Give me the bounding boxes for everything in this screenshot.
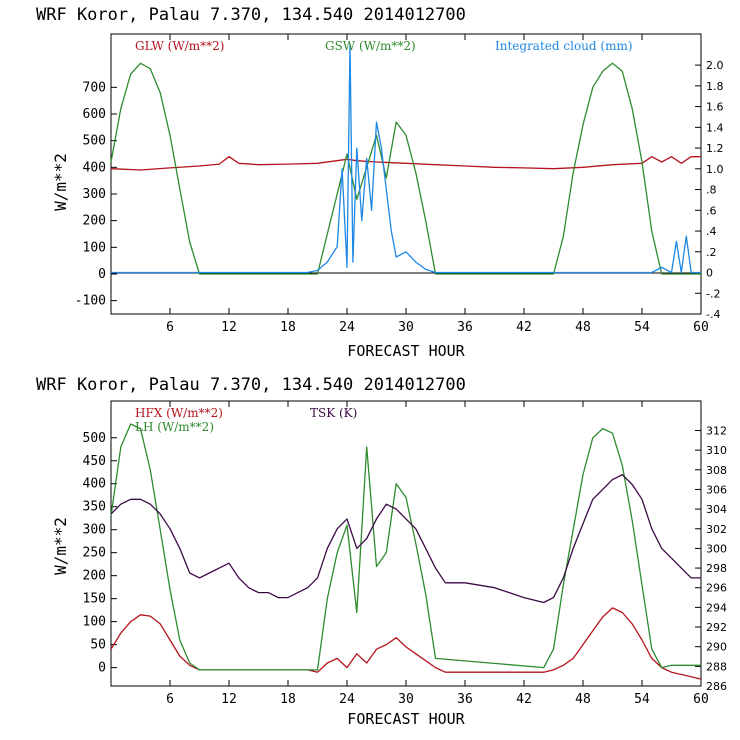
y-tick-label: 400 <box>83 477 106 492</box>
series-line-integrated <box>111 43 701 274</box>
series-line-lh <box>110 423 701 671</box>
y2-tick-label: 1.6 <box>706 101 724 114</box>
x-tick-label: 30 <box>398 320 414 335</box>
y2-tick-label: 1.2 <box>706 142 724 155</box>
x-tick-label: 6 <box>166 320 174 335</box>
y-tick-label: -100 <box>75 294 106 309</box>
y2-tick-label: 308 <box>706 464 727 477</box>
y2-tick-label: 310 <box>706 444 727 457</box>
y2-tick-label: -.4 <box>706 308 720 321</box>
chart-title-top: WRF Koror, Palau 7.370, 134.540 20140127… <box>36 5 466 25</box>
legend-gsw: GSW (W/m**2) <box>325 39 416 53</box>
y-tick-label: 100 <box>83 240 106 255</box>
x-tick-label: 48 <box>575 320 591 335</box>
y-tick-label: 200 <box>83 569 106 584</box>
y-tick-label: 150 <box>83 592 106 607</box>
axis-ticks-bottom: 6 12 18 24 30 36 42 48 54 60 0 50 100 150 200 250 300 350… <box>83 401 727 707</box>
legend-hfx: HFX (W/m**2) <box>135 406 223 420</box>
y-tick-label: 0 <box>98 661 106 676</box>
x-axis-label-top: FORECAST HOUR <box>347 342 465 360</box>
y-tick-label: 300 <box>83 523 106 538</box>
y2-tick-label: 294 <box>706 601 727 614</box>
axis-ticks-top: 6 12 18 24 30 36 42 48 54 60 -100 0 100 200 300 400 500 6… <box>75 34 724 335</box>
y-tick-label: 100 <box>83 615 106 630</box>
y2-tick-label: 0 <box>706 267 713 280</box>
y-tick-label: 50 <box>90 638 106 653</box>
y-axis-label-bottom: W/m**2 <box>51 517 70 575</box>
y-axis-label-top: W/m**2 <box>51 153 70 211</box>
y2-tick-label: 2.0 <box>706 59 724 72</box>
y2-tick-label: -.2 <box>706 287 720 300</box>
plot-frame-bottom <box>110 400 702 687</box>
legend-glw: GLW (W/m**2) <box>135 39 224 53</box>
y2-tick-label: .8 <box>706 184 717 197</box>
x-tick-label: 12 <box>221 692 237 707</box>
y-tick-label: 500 <box>83 134 106 149</box>
x-tick-label: 54 <box>634 692 650 707</box>
x-tick-label: 6 <box>166 692 174 707</box>
y-tick-label: 600 <box>83 107 106 122</box>
series-line-glw <box>110 156 701 171</box>
y-tick-label: 200 <box>83 214 106 229</box>
y-tick-label: 500 <box>83 431 106 446</box>
x-tick-label: 42 <box>516 320 532 335</box>
x-tick-label: 24 <box>339 320 355 335</box>
y-tick-label: 450 <box>83 454 106 469</box>
y2-tick-label: 298 <box>706 562 727 575</box>
y2-tick-label: 296 <box>706 582 727 595</box>
legend-tsk: TSK (K) <box>310 406 357 420</box>
x-tick-label: 60 <box>693 692 709 707</box>
y2-tick-label: .2 <box>706 246 717 259</box>
y2-tick-label: .6 <box>706 204 717 217</box>
y2-tick-label: 300 <box>706 542 727 555</box>
y-tick-label: 400 <box>83 160 106 175</box>
series-group-top <box>110 43 701 275</box>
x-tick-label: 36 <box>457 320 473 335</box>
y2-tick-label: 302 <box>706 523 727 536</box>
y2-tick-label: 304 <box>706 503 727 516</box>
y2-tick-label: 292 <box>706 621 727 634</box>
y-tick-label: 0 <box>98 267 106 282</box>
y2-tick-label: .4 <box>706 225 717 238</box>
x-axis-label-bottom: FORECAST HOUR <box>347 710 465 728</box>
x-tick-label: 36 <box>457 692 473 707</box>
x-tick-label: 54 <box>634 320 650 335</box>
y2-tick-label: 312 <box>706 424 727 437</box>
x-tick-label: 60 <box>693 320 709 335</box>
legend-lh: LH (W/m**2) <box>135 420 214 434</box>
legend-cloud: Integrated cloud (mm) <box>495 39 633 53</box>
y-tick-label: 700 <box>83 80 106 95</box>
series-line-tsk <box>110 474 701 604</box>
x-tick-label: 48 <box>575 692 591 707</box>
x-tick-label: 18 <box>280 692 296 707</box>
y2-tick-label: 1.0 <box>706 163 724 176</box>
y2-tick-label: 1.8 <box>706 80 724 93</box>
y-tick-label: 350 <box>83 500 106 515</box>
y2-tick-label: 288 <box>706 660 727 673</box>
series-line-gsw <box>110 62 701 275</box>
chart-title-bottom: WRF Koror, Palau 7.370, 134.540 20140127… <box>36 375 466 395</box>
x-tick-label: 12 <box>221 320 237 335</box>
y2-tick-label: 306 <box>706 483 727 496</box>
y2-tick-label: 290 <box>706 641 727 654</box>
x-tick-label: 24 <box>339 692 355 707</box>
y-tick-label: 300 <box>83 187 106 202</box>
x-tick-label: 42 <box>516 692 532 707</box>
series-line-hfx <box>110 607 702 680</box>
series-group-bottom <box>110 423 702 680</box>
x-tick-label: 18 <box>280 320 296 335</box>
y-tick-label: 250 <box>83 546 106 561</box>
y2-tick-label: 286 <box>706 680 727 693</box>
y2-tick-label: 1.4 <box>706 121 724 134</box>
x-tick-label: 30 <box>398 692 414 707</box>
